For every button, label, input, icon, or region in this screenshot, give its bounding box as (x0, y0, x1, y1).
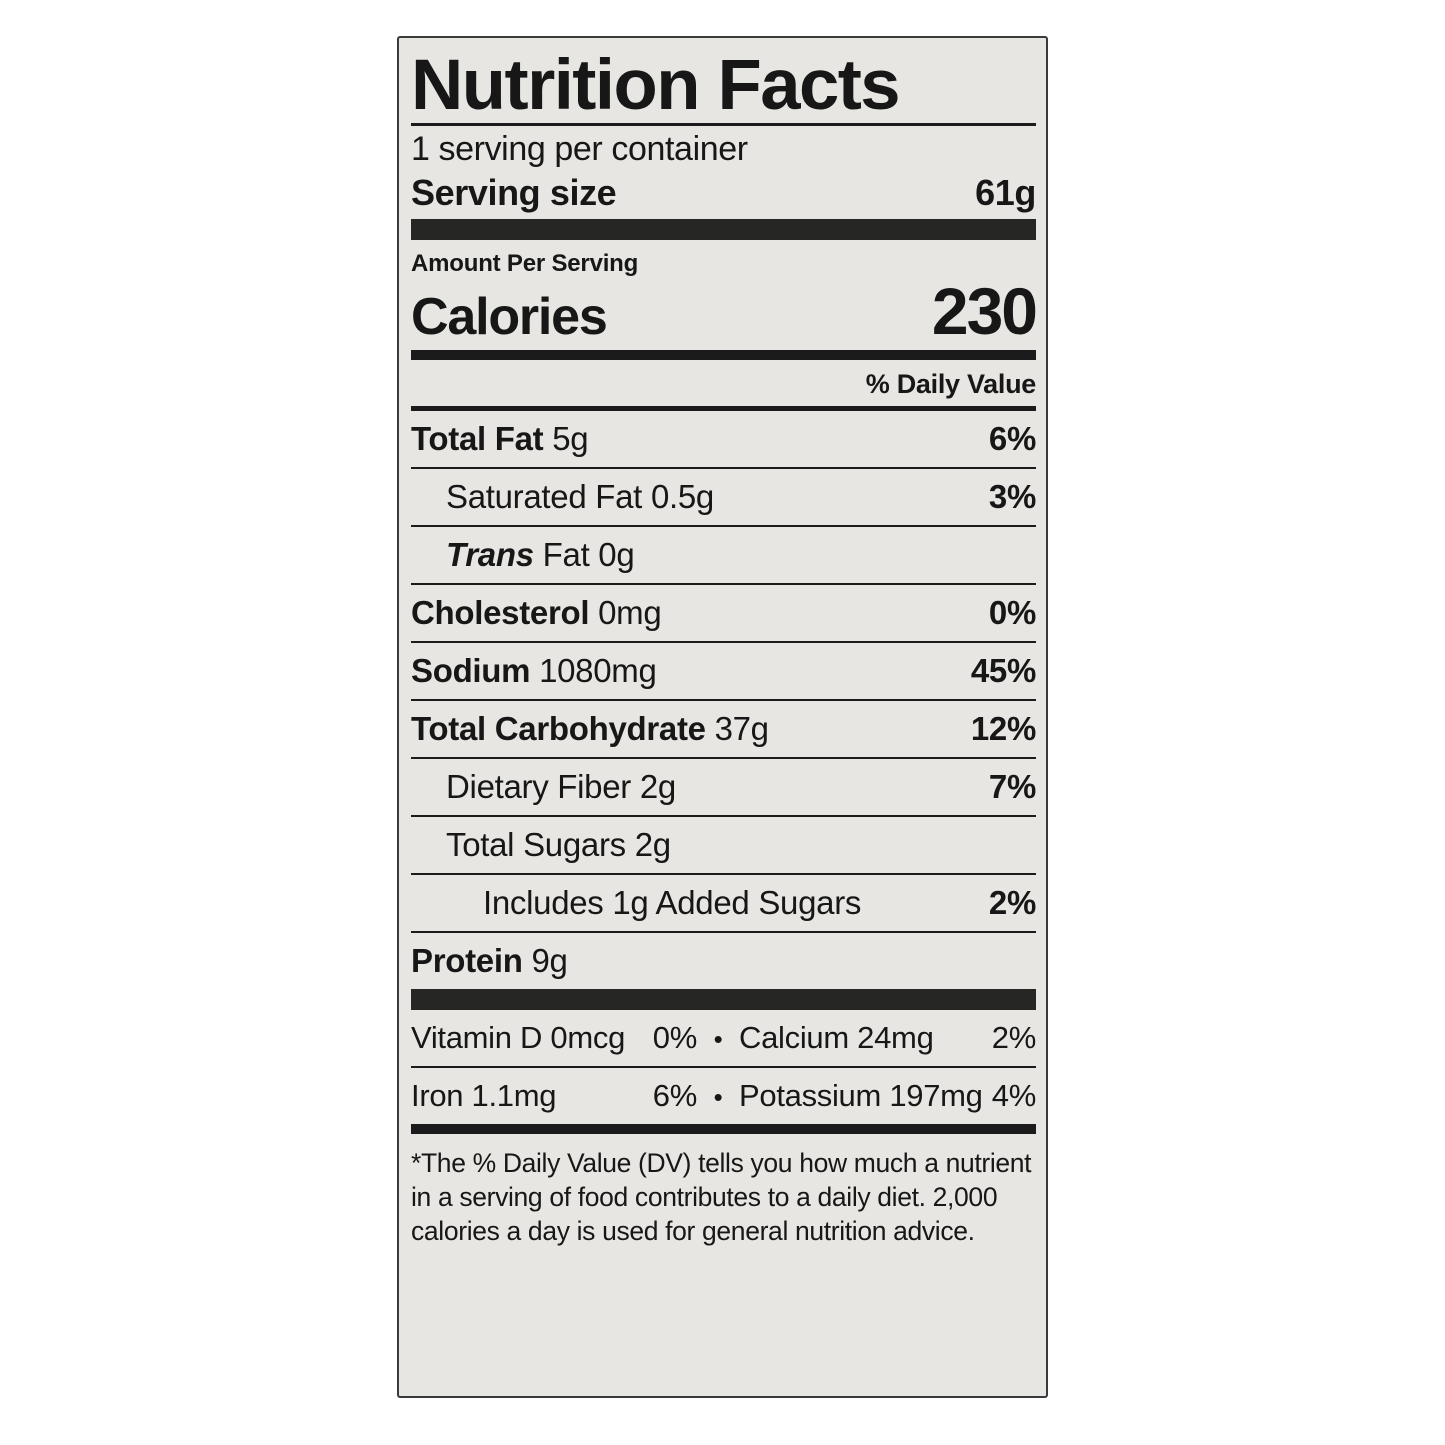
divider-above-footnote (411, 1123, 1036, 1134)
row-divider (411, 524, 1036, 527)
divider-block-top (411, 218, 1036, 240)
vitamin-name: Potassium 197mg (739, 1077, 983, 1113)
vitamin-dv: 4% (991, 1077, 1037, 1113)
nutrient-dv: 6% (988, 419, 1036, 457)
daily-value-header: % Daily Value (865, 368, 1037, 399)
vitamin-dv: 6% (652, 1077, 698, 1113)
calories-value: 230 (931, 273, 1038, 348)
table-row: Total Sugars 2g (411, 817, 1036, 873)
row-divider (411, 640, 1036, 643)
table-row: Protein 9g (411, 933, 1036, 989)
vitamin-name: Iron 1.1mg (411, 1077, 557, 1113)
nutrient-dv: 7% (988, 767, 1036, 805)
amount-per-serving-label: Amount Per Serving (411, 249, 639, 277)
calories-row: Calories 230 (411, 273, 1038, 350)
nutrient-dv: 3% (988, 477, 1036, 515)
row-divider (411, 698, 1036, 701)
daily-value-footnote: *The % Daily Value (DV) tells you how mu… (411, 1147, 1032, 1247)
table-row: Saturated Fat 0.5g 3% (411, 469, 1036, 525)
row-divider (411, 756, 1036, 759)
nutrient-amount: 2g (639, 767, 676, 805)
vitamin-dv: 2% (991, 1019, 1037, 1055)
nutrient-dv: 45% (970, 651, 1036, 689)
nutrient-dv: 12% (970, 709, 1036, 747)
nutrient-amount: 9g (531, 941, 568, 979)
table-row: Sodium 1080mg 45% (411, 643, 1036, 699)
table-row: Total Fat 5g 6% (411, 411, 1036, 467)
bullet-separator-icon: • (713, 1081, 723, 1112)
row-divider (411, 872, 1036, 875)
nutrient-amount: 0.5g (650, 477, 714, 515)
table-row: Dietary Fiber 2g 7% (411, 759, 1036, 815)
nutrient-amount: Fat 0g (542, 535, 635, 573)
servings-per-container: 1 serving per container (411, 130, 748, 169)
nutrient-name: Saturated Fat (446, 477, 643, 515)
nutrient-name: Total Fat (411, 419, 544, 457)
page-title: Nutrition Facts (411, 46, 901, 125)
nutrient-name: Cholesterol (411, 593, 590, 631)
nutrient-amount: 37g (714, 709, 769, 747)
serving-size-value: 61g (975, 171, 1036, 213)
nutrient-name: Includes 1g Added Sugars (483, 883, 862, 921)
nutrient-name: Total Carbohydrate (411, 709, 706, 747)
divider-block-bottom (411, 988, 1036, 1010)
nutrient-amount: 0mg (598, 593, 662, 631)
nutrient-name: Sodium (411, 651, 531, 689)
nutrient-amount: 5g (552, 419, 589, 457)
row-divider (411, 814, 1036, 817)
serving-size-row: Serving size 61g (411, 170, 1036, 219)
calories-label: Calories (411, 287, 608, 346)
vitamin-name: Calcium 24mg (739, 1019, 934, 1055)
nutrient-name: Total Sugars (446, 825, 626, 863)
vitamin-name: Vitamin D 0mcg (411, 1019, 626, 1055)
table-row: Iron 1.1mg 6% • Potassium 197mg 4% (411, 1068, 1036, 1124)
table-row: Includes 1g Added Sugars 2% (411, 875, 1036, 931)
divider-under-dv-header (411, 405, 1036, 411)
nutrient-amount: 1080mg (539, 651, 657, 689)
table-row: Total Carbohydrate 37g 12% (411, 701, 1036, 757)
row-divider (411, 930, 1036, 933)
vitamin-dv: 0% (652, 1019, 698, 1055)
table-row: Trans Fat 0g (411, 527, 1036, 583)
row-divider (411, 1065, 1036, 1068)
row-divider (411, 466, 1036, 469)
nutrition-facts-panel: Nutrition Facts 1 serving per container … (397, 36, 1048, 1398)
divider-under-title (411, 123, 1036, 127)
nutrient-name: Protein (411, 941, 523, 979)
nutrient-amount: 2g (634, 825, 671, 863)
table-row: Vitamin D 0mcg 0% • Calcium 24mg 2% (411, 1010, 1036, 1066)
nutrient-name: Trans (446, 535, 534, 573)
nutrient-dv: 0% (988, 593, 1036, 631)
divider-under-calories (411, 349, 1036, 360)
table-row: Cholesterol 0mg 0% (411, 585, 1036, 641)
bullet-separator-icon: • (713, 1023, 723, 1054)
nutrient-dv: 2% (988, 883, 1036, 921)
nutrient-name: Dietary Fiber (446, 767, 631, 805)
row-divider (411, 582, 1036, 585)
serving-size-label: Serving size (411, 171, 617, 213)
